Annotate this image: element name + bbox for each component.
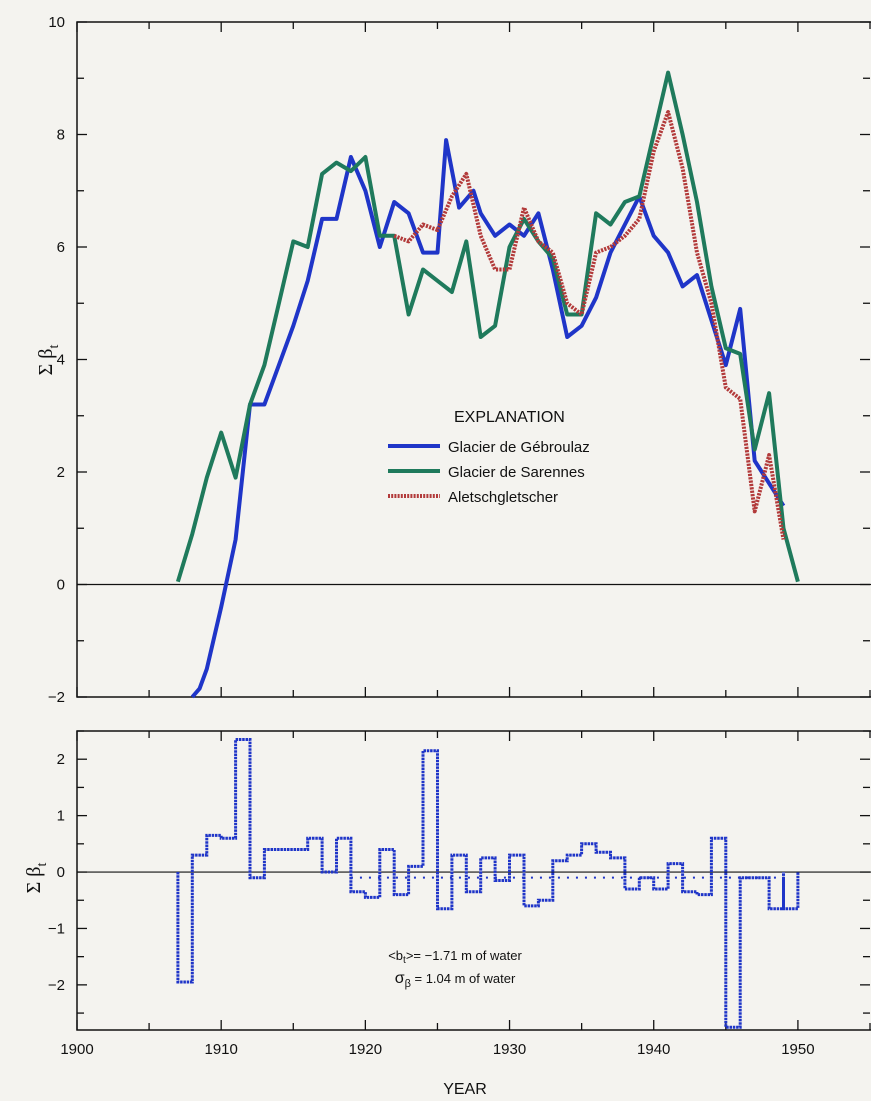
- legend-label-sarennes: Glacier de Sarennes: [448, 464, 585, 481]
- top-y-tick-label: 6: [57, 239, 65, 256]
- top-y-tick-label: 4: [57, 352, 65, 369]
- legend-entry-sarennes: Glacier de Sarennes: [388, 464, 585, 481]
- legend-entry-aletsch: Aletschgletscher: [388, 489, 558, 506]
- x-tick-label: 1900: [60, 1041, 93, 1058]
- top-y-tick-label: 2: [57, 464, 65, 481]
- top-y-tick-label: −2: [48, 689, 65, 706]
- series-line-aletsch: [393, 110, 786, 540]
- bottom-y-tick-label: −1: [48, 920, 65, 937]
- top-ticks: −2 0 2 4 6 8 10: [48, 14, 871, 706]
- x-axis-title: YEAR: [443, 1081, 487, 1098]
- top-panel: −2 0 2 4 6 8 10 Σ βt EXPLANATION Glacier de Gé…: [35, 14, 871, 706]
- top-plot-frame: [76, 21, 871, 698]
- legend: EXPLANATION Glacier de Gébroulaz Glacier…: [388, 409, 590, 506]
- legend-label-aletsch: Aletschgletscher: [448, 489, 558, 506]
- top-series-lines: [175, 70, 800, 699]
- mean-annotation: <bt>= −1.71 m of water: [388, 948, 522, 966]
- series-line-sarennes: [175, 70, 800, 583]
- legend-title: EXPLANATION: [454, 409, 565, 426]
- bottom-y-tick-label: 2: [57, 751, 65, 768]
- bottom-y-tick-label: 0: [57, 864, 65, 881]
- bottom-y-tick-label: −2: [48, 977, 65, 994]
- legend-entry-gebroulaz: Glacier de Gébroulaz: [388, 439, 590, 456]
- x-tick-label: 1920: [349, 1041, 382, 1058]
- top-y-axis-title: Σ βt: [35, 345, 62, 376]
- bottom-plot-frame: [76, 730, 871, 1031]
- legend-label-gebroulaz: Glacier de Gébroulaz: [448, 439, 590, 456]
- x-tick-label: 1930: [493, 1041, 526, 1058]
- x-tick-label: 1910: [204, 1041, 237, 1058]
- bottom-y-axis-title: Σ βt: [23, 863, 50, 894]
- bottom-ticks: −2 −1 0 1 2 1900 1910 1920 1930 1940 1950: [48, 730, 871, 1058]
- x-tick-label: 1950: [781, 1041, 814, 1058]
- bottom-y-tick-label: 1: [57, 808, 65, 825]
- sigma-annotation: σβ = 1.04 m of water: [395, 970, 516, 990]
- top-y-tick-label: 0: [57, 577, 65, 594]
- top-y-tick-label: 10: [48, 14, 65, 31]
- x-tick-label: 1940: [637, 1041, 670, 1058]
- bottom-panel: −2 −1 0 1 2 1900 1910 1920 1930 1940 1950 Σ βt <bt…: [23, 730, 871, 1098]
- bottom-step-series: [176, 738, 800, 1029]
- top-y-tick-label: 8: [57, 127, 65, 144]
- series-line-gebroulaz: [190, 138, 786, 699]
